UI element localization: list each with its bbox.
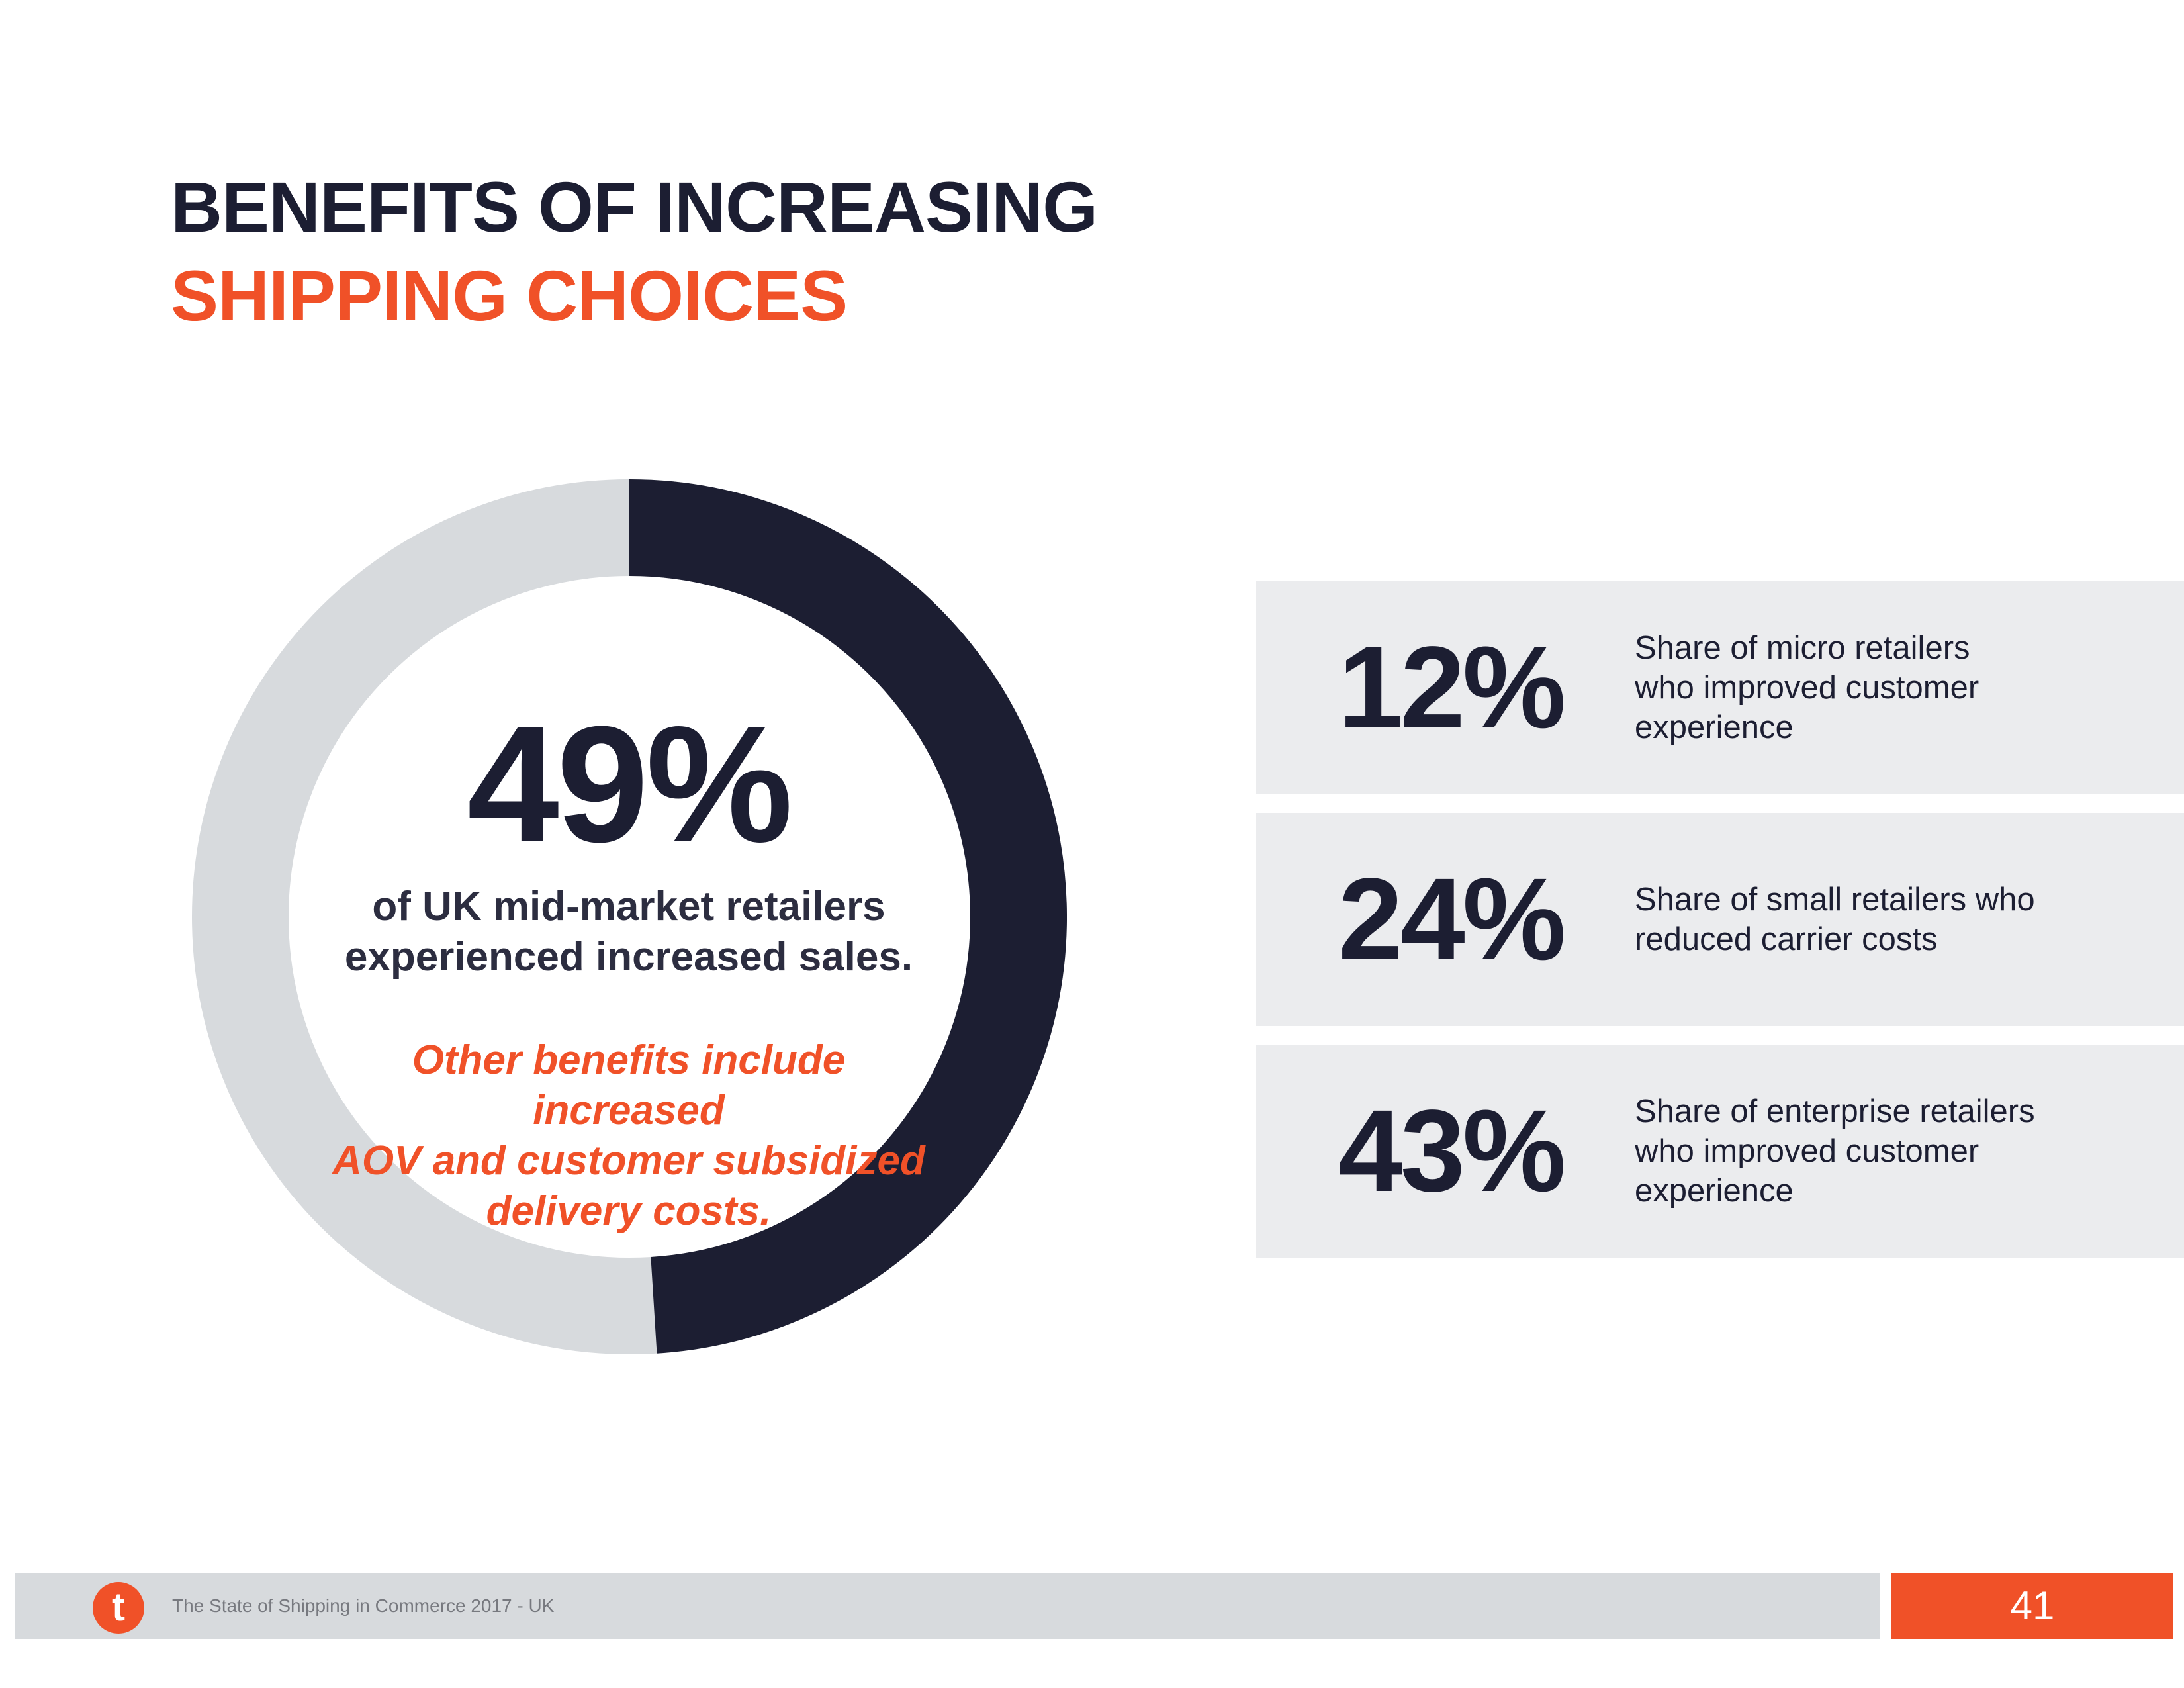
- stat-description-line: who improved customer: [1635, 670, 1979, 706]
- stat-percentage: 12%: [1338, 623, 1566, 753]
- stat-description-line: experience: [1635, 710, 1794, 745]
- stat-description-line: Share of small retailers who: [1635, 882, 2035, 917]
- stat-description-line: reduced carrier costs: [1635, 921, 1938, 957]
- donut-ring-value: [629, 479, 1067, 1354]
- page-title: BENEFITS OF INCREASING SHIPPING CHOICES: [171, 163, 1098, 340]
- page-title-line2: SHIPPING CHOICES: [171, 256, 848, 336]
- other-benefits-note: Other benefits include increased AOV and…: [331, 1035, 927, 1237]
- stat-description: Share of small retailers who reduced car…: [1635, 880, 2098, 959]
- brand-logo-icon: t: [93, 1582, 144, 1634]
- other-benefits-line: AOV and customer subsidized: [332, 1138, 925, 1184]
- stat-description: Share of micro retailers who improved cu…: [1635, 628, 2098, 747]
- stat-description: Share of enterprise retailers who improv…: [1635, 1092, 2098, 1211]
- stat-description-line: Share of enterprise retailers: [1635, 1094, 2035, 1129]
- stat-card-enterprise: 43% Share of enterprise retailers who im…: [1256, 1045, 2184, 1258]
- donut-chart: [192, 479, 1067, 1354]
- page-title-line1: BENEFITS OF INCREASING: [171, 167, 1098, 247]
- stat-description-line: who improved customer: [1635, 1133, 1979, 1169]
- headline-percentage: 49%: [467, 692, 793, 876]
- footer-report-title: The State of Shipping in Commerce 2017 -…: [172, 1595, 555, 1616]
- headline-caption-line: of UK mid-market retailers: [372, 884, 886, 929]
- headline-caption-line: experienced increased sales.: [344, 934, 913, 980]
- headline-stat: 49% of UK mid-market retailers experienc…: [291, 702, 966, 1237]
- stat-description-line: experience: [1635, 1173, 1794, 1209]
- stat-percentage: 43%: [1338, 1086, 1566, 1216]
- other-benefits-line: Other benefits include increased: [412, 1037, 846, 1133]
- page-number: 41: [1891, 1573, 2173, 1639]
- headline-caption: of UK mid-market retailers experienced i…: [291, 882, 966, 982]
- other-benefits-line: delivery costs.: [486, 1188, 772, 1234]
- stat-card-micro: 12% Share of micro retailers who improve…: [1256, 581, 2184, 794]
- stat-percentage: 24%: [1338, 855, 1566, 984]
- stat-card-small: 24% Share of small retailers who reduced…: [1256, 813, 2184, 1026]
- footer-bar: t The State of Shipping in Commerce 2017…: [15, 1573, 1880, 1639]
- stat-description-line: Share of micro retailers: [1635, 630, 1970, 666]
